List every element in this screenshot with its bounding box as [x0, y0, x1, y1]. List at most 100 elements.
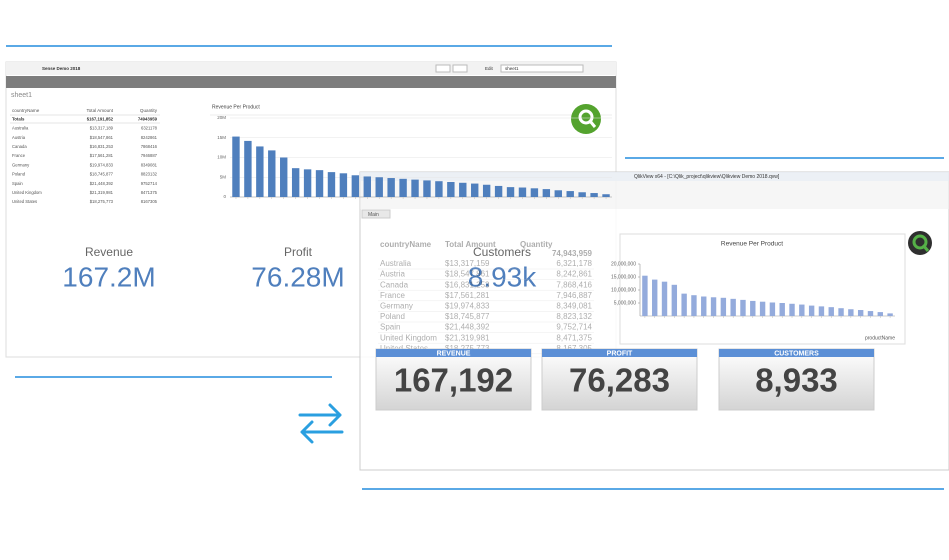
toolbar: [360, 181, 949, 209]
bar: [691, 295, 697, 316]
bar: [518, 187, 527, 197]
table-cell: Australia: [12, 126, 29, 131]
bar: [423, 180, 431, 197]
bar: [411, 179, 419, 197]
table-cell: Germany: [12, 162, 30, 167]
table-cell: Germany: [380, 302, 413, 311]
table-cell: $21,448,392: [445, 323, 490, 332]
table-cell: United Kingdom: [12, 190, 42, 195]
bar: [363, 176, 371, 197]
table-cell: 8,823,132: [556, 312, 592, 321]
bar: [351, 175, 360, 197]
bar: [779, 303, 785, 316]
bar: [789, 303, 795, 316]
x-axis-label: productName: [865, 335, 895, 341]
app-name: Sense Demo 2018: [42, 66, 81, 71]
sheet-dropdown[interactable]: [500, 64, 584, 73]
table-cell: Austria: [380, 270, 405, 279]
kpi-label: REVENUE: [437, 350, 471, 357]
edit-button[interactable]: Edit: [485, 66, 494, 71]
table-cell: $16,831,253: [445, 280, 490, 289]
bar: [671, 284, 678, 316]
column-header: countryName: [380, 240, 432, 249]
kpi-value: 8,933: [755, 362, 838, 399]
table-cell: United States: [12, 199, 37, 204]
button[interactable]: [435, 64, 451, 73]
bar: [877, 312, 883, 316]
kpi-box: [375, 348, 532, 411]
bar: [327, 172, 336, 197]
bar: [867, 311, 874, 316]
tab[interactable]: [361, 209, 391, 219]
table-cell: $21,319,981: [445, 333, 490, 342]
bar: [681, 293, 687, 316]
table-cell: 8242861: [141, 135, 158, 140]
bar: [590, 193, 598, 197]
y-tick-label: 5,000,000: [614, 300, 636, 306]
table-cell: $18,547,861: [445, 270, 490, 279]
kpi-label: CUSTOMERS: [774, 350, 819, 357]
table-cell: Poland: [380, 312, 405, 321]
table-cell: 8471375: [141, 190, 158, 195]
totals-cell: 74943959: [138, 117, 158, 122]
y-tick-label: 10,000,000: [611, 287, 636, 293]
table-cell: $18,547,861: [90, 135, 114, 140]
table-cell: Spain: [12, 181, 23, 186]
table-cell: $18,275,773: [90, 199, 114, 204]
table-cell: France: [12, 153, 26, 158]
table-cell: 9,752,714: [556, 323, 592, 332]
bar: [232, 136, 240, 197]
kpi-header: [719, 349, 874, 357]
qlik-sense-logo: [571, 104, 601, 134]
table-cell: 8,167,305: [556, 344, 592, 353]
kpi-label: Customers: [473, 245, 531, 259]
bar: [799, 304, 805, 316]
y-tick-label: 20M: [217, 115, 226, 120]
table-cell: $21,448,392: [90, 181, 114, 186]
table-cell: 8,242,861: [556, 270, 592, 279]
tab-label: Main: [368, 212, 379, 218]
table-cell: United Kingdom: [380, 333, 437, 342]
bar: [578, 192, 586, 197]
table-cell: $21,319,981: [90, 190, 114, 195]
bar: [554, 190, 562, 197]
table-cell: 8,349,081: [556, 302, 592, 311]
table-cell: $17,561,281: [90, 153, 114, 158]
bar: [315, 170, 324, 197]
bar: [459, 182, 467, 197]
totals-cell: 74,943,959: [552, 249, 593, 258]
table-cell: $18,745,877: [90, 172, 114, 177]
table-cell: 8823132: [141, 172, 158, 177]
bar: [818, 306, 825, 316]
bar: [730, 298, 736, 316]
bar: [759, 301, 766, 316]
kpi-label: PROFIT: [607, 350, 633, 357]
table-cell: 8,471,375: [556, 333, 592, 342]
table-cell: 9752714: [141, 181, 158, 186]
table-cell: 6321178: [141, 126, 158, 131]
table-cell: $18,275,773: [445, 344, 490, 353]
table-cell: $13,317,159: [445, 259, 490, 268]
kpi-label: Revenue: [85, 245, 133, 259]
bar: [339, 173, 348, 197]
bar: [399, 178, 407, 197]
column-header: countryName: [12, 108, 40, 113]
button[interactable]: [452, 64, 468, 73]
table-cell: $18,745,877: [445, 312, 490, 321]
swap-arrows: [298, 403, 344, 444]
bar: [602, 194, 610, 197]
bar: [701, 296, 707, 316]
table-cell: $16,831,253: [90, 144, 114, 149]
kpi-value: 167,192: [394, 362, 513, 399]
bar: [471, 183, 479, 197]
kpi-value: 76.28M: [251, 261, 344, 292]
table-cell: $19,974,833: [90, 162, 114, 167]
sheet-title: sheet1: [11, 92, 32, 99]
bar: [268, 150, 276, 197]
bar: [435, 181, 443, 197]
bar: [506, 187, 515, 197]
table-cell: 8167305: [141, 199, 158, 204]
sheet-selector: sheet1: [505, 66, 519, 71]
table-cell: Canada: [380, 280, 409, 289]
